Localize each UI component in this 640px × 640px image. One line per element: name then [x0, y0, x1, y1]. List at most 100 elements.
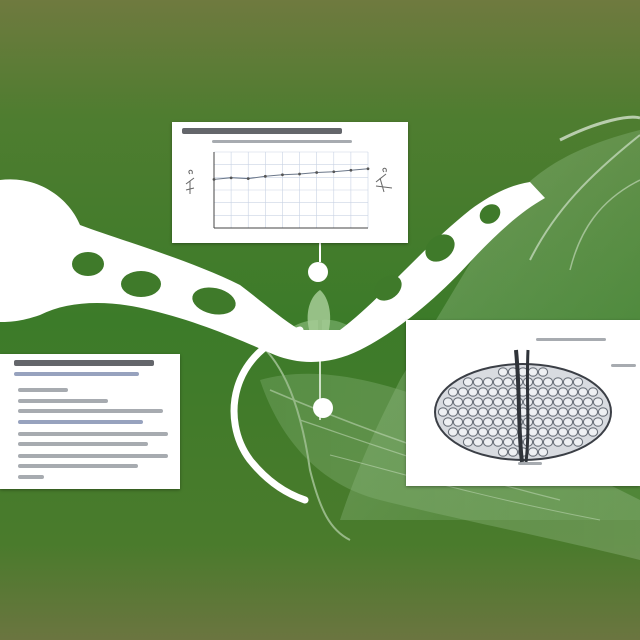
cell: [537, 427, 549, 437]
cell: [482, 377, 494, 387]
cell: [542, 437, 554, 447]
cell: [467, 407, 479, 417]
text-line-blur: [18, 409, 163, 413]
text-line-blur: [18, 399, 108, 403]
cell: [537, 387, 549, 397]
cell: [527, 387, 539, 397]
cell: [582, 397, 594, 407]
chart-point: [263, 174, 267, 178]
bone-branch: [0, 179, 545, 362]
cell: [572, 437, 584, 447]
cell: [547, 387, 559, 397]
cell: [447, 407, 459, 417]
joint-node-icon: [313, 398, 333, 418]
cell: [472, 417, 484, 427]
cell: [527, 427, 539, 437]
cell: [527, 447, 539, 457]
cell: [477, 387, 489, 397]
cell: [587, 407, 599, 417]
cell: [472, 437, 484, 447]
cell: [567, 427, 579, 437]
cell: [567, 407, 579, 417]
plant-sketch-icon: [185, 169, 195, 194]
cell: [507, 387, 519, 397]
text-heading-blur: [14, 360, 154, 366]
cell: [467, 387, 479, 397]
chart-series-line: [213, 168, 369, 180]
text-line-blur: [18, 464, 138, 468]
cell: [447, 427, 459, 437]
cell: [537, 367, 549, 377]
cell: [477, 407, 489, 417]
cell: [472, 377, 484, 387]
cell: [502, 437, 514, 447]
cell: [462, 437, 474, 447]
text-line-blur: [18, 420, 143, 424]
cell: [552, 437, 564, 447]
cell: [532, 417, 544, 427]
chart-point: [229, 176, 233, 180]
cell: [562, 397, 574, 407]
cell: [507, 427, 519, 437]
cell: [472, 397, 484, 407]
cell: [497, 407, 509, 417]
cell: [572, 377, 584, 387]
cell: [537, 447, 549, 457]
curve-stroke: [230, 326, 309, 504]
cell: [497, 367, 509, 377]
cell: [492, 417, 504, 427]
cell: [502, 397, 514, 407]
diagram-label-blur: [536, 338, 606, 341]
cell: [462, 417, 474, 427]
cell: [592, 417, 604, 427]
cell: [542, 377, 554, 387]
cell: [507, 407, 519, 417]
cell: [457, 387, 469, 397]
chart-point: [298, 172, 301, 176]
cell: [562, 437, 574, 447]
cell: [457, 427, 469, 437]
joint-node-icon: [315, 343, 325, 353]
cell: [562, 377, 574, 387]
cell: [482, 437, 494, 447]
line-chart: [185, 151, 393, 229]
cell: [457, 407, 469, 417]
cell: [482, 417, 494, 427]
cell: [532, 397, 544, 407]
cell: [502, 377, 514, 387]
cell: [572, 417, 584, 427]
text-line-blur: [18, 442, 148, 446]
cell: [542, 417, 554, 427]
cell: [577, 407, 589, 417]
cell-structure-diagram: [434, 349, 612, 463]
cell: [537, 407, 549, 417]
cell: [442, 397, 454, 407]
cell: [437, 407, 449, 417]
cell: [467, 427, 479, 437]
cell: [492, 437, 504, 447]
chart-point: [246, 177, 250, 180]
cell: [452, 417, 464, 427]
chart-point: [349, 168, 353, 172]
diagram-caption-blur: [518, 462, 542, 465]
cell: [582, 417, 594, 427]
chart-point: [315, 171, 319, 174]
cell: [557, 407, 569, 417]
cell: [487, 427, 499, 437]
cell: [482, 397, 494, 407]
cell: [527, 367, 539, 377]
cell: [527, 407, 539, 417]
cell: [552, 397, 564, 407]
cell: [442, 417, 454, 427]
cell: [567, 387, 579, 397]
cell: [497, 447, 509, 457]
text-line-blur: [18, 432, 168, 436]
cell: [492, 377, 504, 387]
plant-sketch-icon: [375, 167, 393, 193]
cell: [492, 397, 504, 407]
chart-point: [212, 177, 216, 181]
cell: [542, 397, 554, 407]
cell: [557, 387, 569, 397]
chart-point: [332, 170, 336, 174]
cell: [497, 387, 509, 397]
